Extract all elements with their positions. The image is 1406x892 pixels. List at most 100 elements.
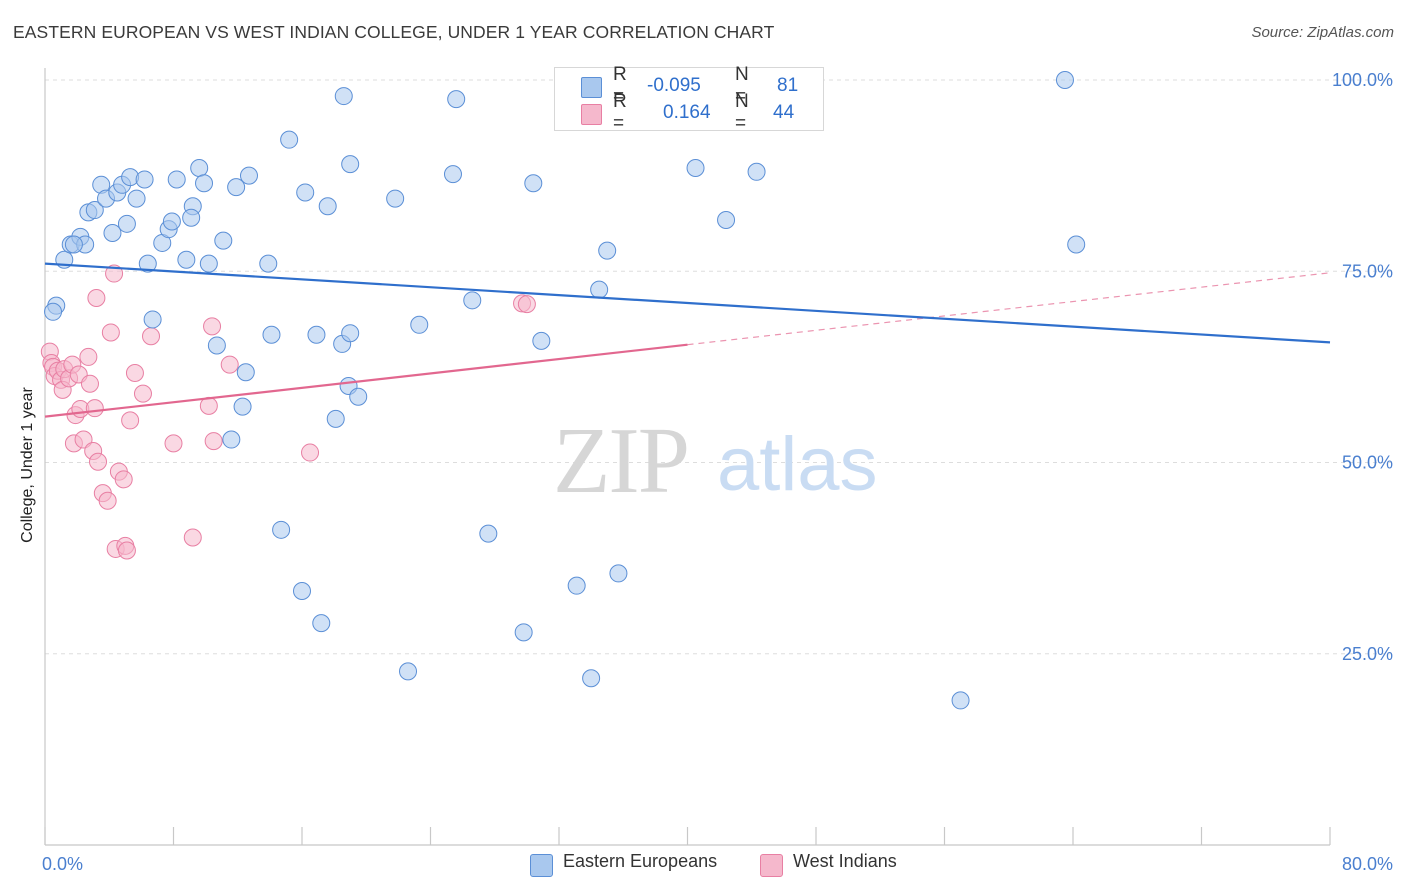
data-point-eastern-europeans bbox=[609, 564, 628, 583]
data-point-west-indians bbox=[105, 264, 124, 283]
data-point-eastern-europeans bbox=[259, 254, 278, 273]
data-point-eastern-europeans bbox=[236, 363, 255, 382]
data-point-eastern-europeans bbox=[514, 623, 533, 642]
data-point-west-indians bbox=[142, 327, 161, 346]
data-point-eastern-europeans bbox=[567, 576, 586, 595]
series-legend-label-blue: Eastern Europeans bbox=[563, 851, 718, 871]
data-point-eastern-europeans bbox=[280, 130, 299, 149]
legend-r-label: R = bbox=[613, 64, 627, 107]
data-point-eastern-europeans bbox=[326, 409, 345, 428]
data-point-west-indians bbox=[114, 470, 133, 489]
data-point-eastern-europeans bbox=[207, 336, 226, 355]
data-point-eastern-europeans bbox=[177, 250, 196, 269]
trend-lines bbox=[44, 262, 1331, 418]
legend-n-label: N = bbox=[735, 91, 749, 134]
data-point-eastern-europeans bbox=[227, 178, 246, 197]
data-point-eastern-europeans bbox=[138, 254, 157, 273]
series-legend-swatch-blue bbox=[530, 854, 553, 877]
data-point-eastern-europeans bbox=[582, 669, 601, 688]
data-point-eastern-europeans bbox=[463, 291, 482, 310]
data-point-eastern-europeans bbox=[532, 331, 551, 350]
trend-line-eastern-europeans bbox=[44, 262, 1331, 344]
legend-swatch-pink bbox=[581, 104, 602, 125]
data-point-eastern-europeans bbox=[162, 212, 181, 231]
legend-n-value: 44 bbox=[773, 102, 795, 123]
legend-r-value: 0.164 bbox=[663, 102, 711, 123]
data-point-eastern-europeans bbox=[479, 524, 498, 543]
data-point-eastern-europeans bbox=[199, 254, 218, 273]
data-point-west-indians bbox=[183, 528, 202, 547]
data-point-west-indians bbox=[87, 289, 106, 308]
data-point-west-indians bbox=[220, 355, 239, 374]
data-point-eastern-europeans bbox=[590, 280, 609, 299]
data-point-eastern-europeans bbox=[1067, 235, 1086, 254]
data-point-eastern-europeans bbox=[190, 158, 209, 177]
data-point-eastern-europeans bbox=[349, 387, 368, 406]
data-point-west-indians bbox=[203, 317, 222, 336]
watermark: ZIP atlas bbox=[553, 409, 878, 513]
data-point-west-indians bbox=[517, 295, 536, 314]
data-point-eastern-europeans bbox=[127, 189, 146, 208]
data-point-eastern-europeans bbox=[598, 241, 617, 260]
data-point-eastern-europeans bbox=[272, 520, 291, 539]
data-point-west-indians bbox=[301, 443, 320, 462]
x-tick-label: 0.0% bbox=[42, 854, 83, 874]
data-point-west-indians bbox=[98, 491, 117, 510]
data-point-eastern-europeans bbox=[222, 430, 241, 449]
legend-r-label: R = bbox=[613, 91, 627, 134]
data-point-eastern-europeans bbox=[443, 165, 462, 184]
data-point-west-indians bbox=[79, 347, 98, 366]
west-indians-points bbox=[40, 264, 536, 560]
legend-swatch-blue bbox=[581, 77, 602, 98]
y-tick-label: 100.0% bbox=[1332, 70, 1393, 90]
data-point-eastern-europeans bbox=[239, 166, 258, 185]
stats-legend: R = -0.095 N = 81 R = 0.164 N = 44 bbox=[554, 64, 824, 134]
data-point-eastern-europeans bbox=[951, 691, 970, 710]
data-point-eastern-europeans bbox=[143, 310, 162, 329]
data-point-west-indians bbox=[117, 541, 136, 560]
data-point-eastern-europeans bbox=[103, 224, 122, 242]
data-point-west-indians bbox=[80, 374, 99, 393]
data-point-west-indians bbox=[74, 430, 93, 449]
data-point-eastern-europeans bbox=[686, 158, 705, 177]
trend-line-west-indians bbox=[44, 343, 688, 418]
data-point-eastern-europeans bbox=[214, 231, 233, 250]
data-point-eastern-europeans bbox=[399, 662, 418, 681]
data-point-west-indians bbox=[101, 323, 120, 342]
data-point-eastern-europeans bbox=[341, 155, 360, 174]
data-point-eastern-europeans bbox=[410, 315, 429, 334]
data-point-eastern-europeans bbox=[318, 197, 337, 216]
watermark-zip: ZIP bbox=[553, 409, 688, 513]
data-point-west-indians bbox=[164, 434, 183, 453]
tick-labels: 25.0% 50.0% 75.0% 100.0% 0.0% 80.0% bbox=[42, 70, 1393, 874]
data-point-eastern-europeans bbox=[262, 325, 281, 344]
data-point-west-indians bbox=[89, 452, 108, 471]
y-tick-label: 50.0% bbox=[1342, 453, 1393, 473]
data-point-eastern-europeans bbox=[524, 174, 543, 193]
legend-r-value: -0.095 bbox=[647, 75, 701, 96]
data-point-eastern-europeans bbox=[447, 90, 466, 109]
data-point-eastern-europeans bbox=[1055, 71, 1074, 89]
data-point-eastern-europeans bbox=[717, 210, 736, 229]
data-point-west-indians bbox=[121, 411, 140, 430]
data-point-eastern-europeans bbox=[341, 324, 360, 343]
data-point-west-indians bbox=[204, 432, 223, 451]
data-point-eastern-europeans bbox=[44, 302, 63, 321]
data-point-west-indians bbox=[125, 363, 144, 382]
data-point-eastern-europeans bbox=[334, 87, 353, 106]
watermark-atlas: atlas bbox=[717, 422, 878, 507]
y-tick-label: 75.0% bbox=[1342, 261, 1393, 281]
data-point-eastern-europeans bbox=[167, 170, 186, 189]
data-point-eastern-europeans bbox=[747, 162, 766, 181]
chart-title: EASTERN EUROPEAN VS WEST INDIAN COLLEGE,… bbox=[13, 22, 775, 42]
data-point-eastern-europeans bbox=[233, 397, 252, 416]
series-legend-swatch-pink bbox=[760, 854, 783, 877]
legend-n-label: N = bbox=[735, 64, 749, 107]
x-tick-label: 80.0% bbox=[1342, 854, 1393, 874]
data-point-eastern-europeans bbox=[307, 325, 326, 344]
data-point-eastern-europeans bbox=[296, 183, 315, 202]
legend-n-value: 81 bbox=[777, 75, 799, 96]
data-point-eastern-europeans bbox=[64, 235, 83, 254]
eastern-europeans-points bbox=[44, 71, 1086, 710]
series-legend-label-pink: West Indians bbox=[793, 851, 897, 871]
